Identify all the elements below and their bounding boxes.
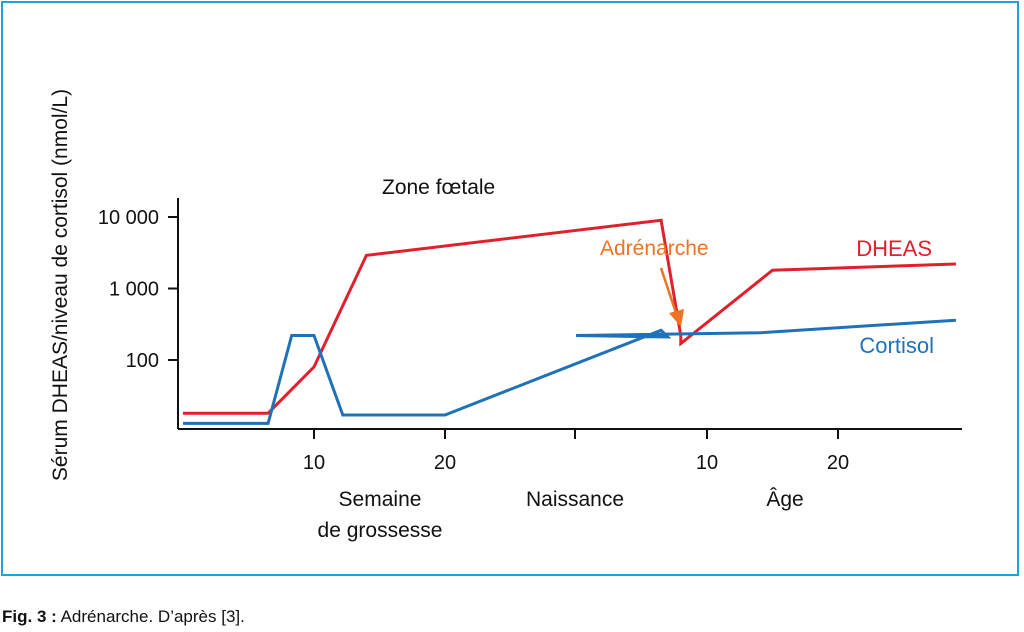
x-segment-label: Semaine [339, 488, 422, 511]
series-line-dheas [183, 218, 956, 415]
series-line-cortisol [183, 318, 956, 425]
y-tick-label: 100 [126, 350, 159, 372]
figure-caption: Fig. 3 : Adrénarche. D’après [3]. [2, 607, 245, 627]
adrenarche-arrow-shaft [659, 267, 678, 314]
caption-label: Fig. 3 : [2, 607, 57, 626]
figure-frame [1, 1, 1019, 576]
x-tick-label: 20 [827, 452, 849, 474]
x-tick-label: 20 [434, 452, 456, 474]
adrenarche-arrow-head [669, 309, 684, 327]
y-tick-label: 10 000 [98, 207, 159, 229]
x-tick-label: 10 [696, 452, 718, 474]
annotation-adrenarche: Adrénarche [600, 237, 709, 260]
caption-text: Adrénarche. D’après [3]. [60, 607, 245, 626]
annotation-zone-foetale: Zone fœtale [382, 176, 495, 199]
chart: 100 1 000 10 000 10 20 10 20 Semaine de grossess… [49, 89, 962, 542]
y-axis-title: Sérum DHEAS/niveau de cortisol (nmol/L) [49, 89, 72, 481]
x-tick-label: 10 [303, 452, 325, 474]
x-segment-label: Naissance [526, 488, 624, 511]
series-label-dheas: DHEAS [856, 236, 932, 261]
x-segment-label: de grossesse [318, 519, 443, 542]
y-tick-label: 1 000 [109, 279, 159, 301]
x-segment-label: Âge [766, 488, 803, 511]
series-label-cortisol: Cortisol [859, 333, 934, 358]
